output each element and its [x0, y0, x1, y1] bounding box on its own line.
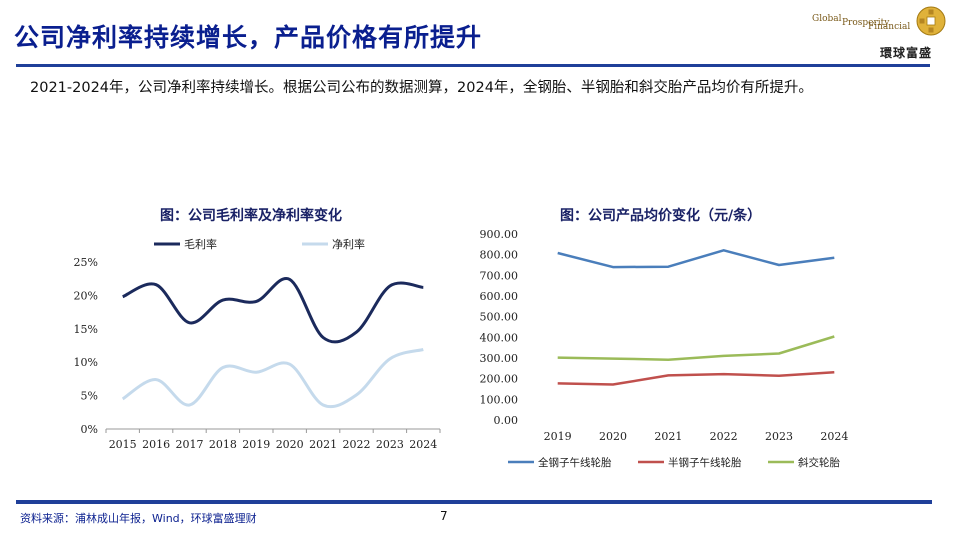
x-tick-label: 2015 — [109, 438, 137, 451]
x-tick-label: 2024 — [409, 438, 437, 451]
y-tick-label: 20% — [74, 289, 98, 302]
coin-logo-icon — [916, 6, 946, 36]
logo-word-1: Global — [812, 14, 842, 24]
legend-label: 斜交轮胎 — [798, 456, 840, 469]
header-divider — [16, 64, 930, 67]
x-tick-label: 2020 — [599, 430, 627, 443]
x-tick-label: 2017 — [176, 438, 204, 451]
logo-word-2: Prosperity — [842, 18, 890, 28]
y-tick-label: 10% — [74, 356, 98, 369]
intro-paragraph: 2021-2024年，公司净利率持续增长。根据公司公布的数据测算，2024年，全… — [30, 80, 813, 96]
brand-logo: Global Prosperity Financial 環球富盛 — [806, 4, 956, 60]
legend-label: 毛利率 — [184, 237, 217, 251]
source-note: 资料来源：浦林成山年报，Wind，环球富盛理财 — [20, 512, 257, 525]
x-tick-label: 2023 — [765, 430, 793, 443]
series-line-1 — [122, 277, 424, 344]
y-tick-label: 0.00 — [494, 414, 519, 427]
y-tick-label: 5% — [81, 390, 98, 403]
y-tick-label: 700.00 — [480, 269, 519, 282]
chart2-title: 图：公司产品均价变化（元/条） — [560, 208, 762, 224]
series-line-3 — [557, 335, 835, 361]
legend-label: 全钢子午线轮胎 — [538, 456, 612, 469]
y-tick-label: 300.00 — [480, 352, 519, 365]
logo-word-3: Financial — [868, 22, 911, 32]
footer-divider — [16, 500, 932, 504]
legend-label: 半钢子午线轮胎 — [668, 456, 742, 469]
y-tick-label: 200.00 — [480, 373, 519, 386]
y-tick-label: 500.00 — [480, 311, 519, 324]
x-tick-label: 2019 — [544, 430, 572, 443]
x-tick-label: 2016 — [142, 438, 170, 451]
x-tick-label: 2023 — [376, 438, 404, 451]
logo-chinese-name: 環球富盛 — [880, 46, 933, 60]
y-tick-label: 600.00 — [480, 290, 519, 303]
y-tick-label: 400.00 — [480, 331, 519, 344]
x-tick-label: 2019 — [242, 438, 270, 451]
series-line-2 — [557, 371, 835, 386]
price-chart: 0.00 100.00 200.00 300.00 400.00 500.00 600.00… — [480, 228, 849, 469]
y-tick-label: 900.00 — [480, 228, 519, 241]
y-tick-label: 100.00 — [480, 393, 519, 406]
x-tick-label: 2018 — [209, 438, 237, 451]
y-tick-label: 15% — [74, 323, 98, 336]
x-tick-label: 2022 — [343, 438, 371, 451]
x-tick-label: 2020 — [276, 438, 304, 451]
legend-label: 净利率 — [332, 237, 365, 251]
page-title: 公司净利率持续增长，产品价格有所提升 — [14, 23, 483, 52]
x-tick-label: 2022 — [710, 430, 738, 443]
series-line-1 — [557, 249, 835, 269]
x-tick-label: 2021 — [309, 438, 337, 451]
margin-chart: 0% 5% 10% 15% 20% 25% 2015 2016 2017 2018 2019 2020… — [74, 237, 441, 451]
series-line-2 — [121, 348, 424, 409]
x-tick-label: 2024 — [820, 430, 848, 443]
page-number: 7 — [440, 509, 448, 523]
y-tick-label: 25% — [74, 256, 98, 269]
y-tick-label: 800.00 — [480, 249, 519, 262]
x-tick-label: 2021 — [654, 430, 682, 443]
chart1-title: 图：公司毛利率及净利率变化 — [160, 208, 342, 224]
y-tick-label: 0% — [81, 423, 98, 436]
